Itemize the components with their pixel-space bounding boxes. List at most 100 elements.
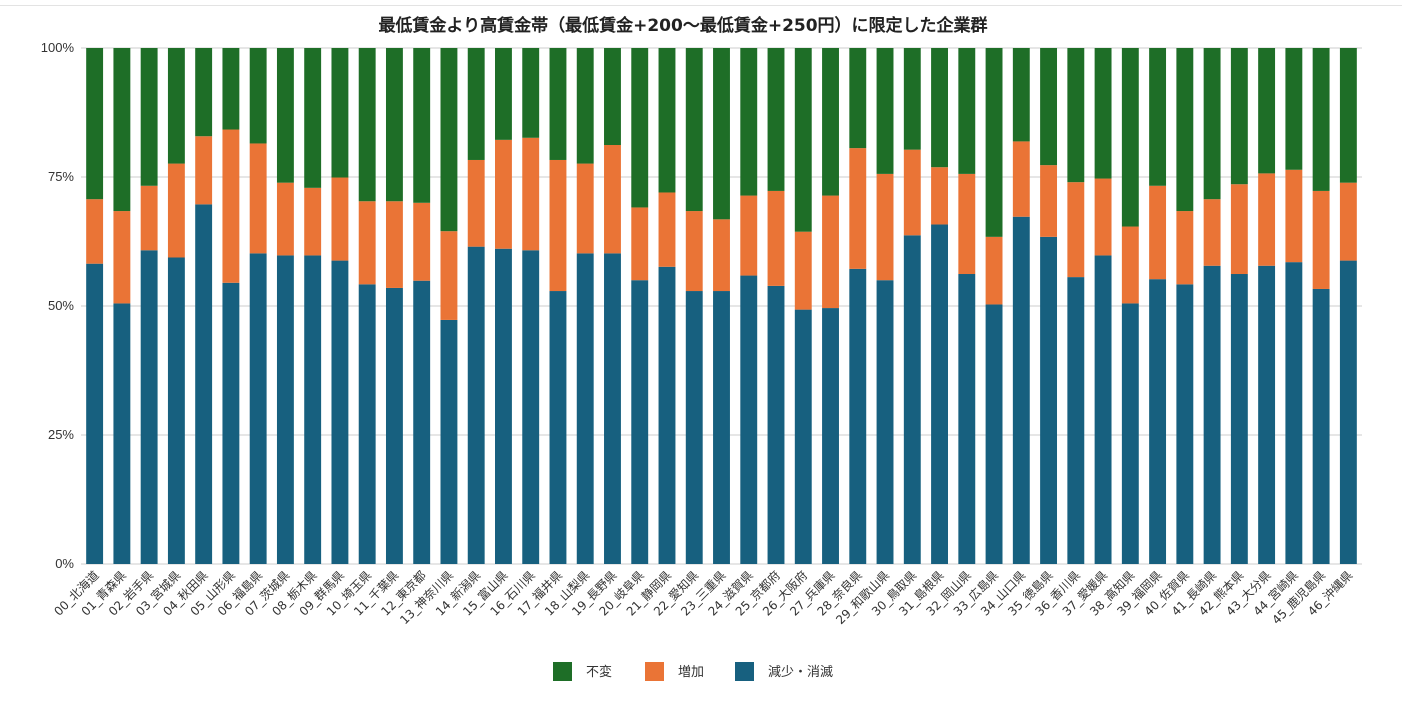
bar-segment bbox=[195, 48, 213, 137]
bar-segment bbox=[903, 235, 921, 565]
bar-segment bbox=[1230, 184, 1248, 275]
bar-segment bbox=[631, 48, 649, 208]
bar-segment bbox=[385, 201, 403, 288]
bar-segment bbox=[849, 268, 867, 564]
bar-segment bbox=[222, 48, 240, 130]
legend-swatch bbox=[735, 662, 754, 681]
bar-segment bbox=[549, 291, 567, 564]
legend-label: 減少・消滅 bbox=[768, 664, 833, 680]
bar-segment bbox=[495, 248, 512, 564]
bar-segment bbox=[1094, 255, 1112, 564]
bar-segment bbox=[331, 177, 349, 261]
bar-segment bbox=[304, 187, 322, 256]
bar-segment bbox=[685, 211, 703, 292]
bar-segment bbox=[467, 246, 485, 564]
bar-segment bbox=[385, 48, 403, 202]
bar-segment bbox=[794, 309, 812, 564]
bar-segment bbox=[140, 250, 158, 564]
bar-segment bbox=[1203, 199, 1221, 266]
bar-segment bbox=[413, 280, 431, 564]
bar-segment bbox=[1067, 48, 1085, 183]
bar-segment bbox=[822, 195, 839, 309]
bar-segment bbox=[331, 260, 349, 564]
legend: 不変 増加 減少・消滅 bbox=[553, 662, 833, 681]
bar-segment bbox=[1203, 48, 1221, 200]
bar-segment bbox=[113, 211, 131, 304]
bar-segment bbox=[931, 48, 948, 168]
bar-segment bbox=[767, 48, 785, 191]
bar-segment bbox=[1067, 277, 1085, 564]
bar-segment bbox=[167, 48, 185, 164]
bar-segment bbox=[713, 291, 730, 564]
bar-segment bbox=[413, 202, 431, 281]
bar-segment bbox=[985, 304, 1003, 564]
bar-segment bbox=[1040, 236, 1058, 564]
bar-segment bbox=[304, 255, 322, 564]
bar-segment bbox=[195, 204, 213, 564]
bar-segment bbox=[413, 48, 431, 203]
bar-segment bbox=[304, 48, 322, 188]
bar-segment bbox=[549, 48, 567, 160]
bar-segment bbox=[1312, 48, 1330, 191]
bar-segment bbox=[385, 287, 403, 564]
bar-segment bbox=[249, 253, 267, 565]
y-axis-ticks: 0% 25% 50% 75% 100% bbox=[41, 40, 75, 571]
bar-segment bbox=[1339, 182, 1357, 261]
bar-segment bbox=[331, 48, 349, 178]
bar-segment bbox=[822, 48, 839, 196]
bar-segment bbox=[658, 192, 676, 267]
bar-segment bbox=[549, 159, 567, 292]
bar-segment bbox=[1067, 182, 1085, 278]
bar-segment bbox=[1285, 48, 1303, 170]
bar-segment bbox=[1121, 48, 1139, 227]
bar-segment bbox=[1176, 284, 1194, 564]
bar-segment bbox=[276, 48, 294, 183]
bar-segment bbox=[222, 282, 240, 564]
bar-segment bbox=[1285, 169, 1303, 263]
bar-segment bbox=[822, 308, 839, 564]
bar-segment bbox=[113, 48, 131, 212]
bar-segment bbox=[985, 236, 1003, 305]
bar-segment bbox=[440, 231, 458, 320]
bar-segment bbox=[167, 163, 185, 258]
bar-segment bbox=[685, 48, 703, 212]
bar-segment bbox=[604, 48, 621, 146]
bar-segment bbox=[1339, 48, 1357, 183]
bar-segment bbox=[1339, 260, 1357, 564]
y-tick-label: 100% bbox=[41, 40, 75, 55]
bar-segment bbox=[140, 48, 158, 186]
bar-segment bbox=[604, 253, 621, 565]
bar-segment bbox=[1121, 226, 1139, 304]
bar-segment bbox=[1094, 178, 1112, 256]
bar-segment bbox=[440, 319, 458, 564]
bar-segment bbox=[1312, 190, 1330, 289]
bars bbox=[86, 48, 1357, 565]
bar-segment bbox=[1230, 48, 1248, 185]
bar-segment bbox=[1258, 265, 1276, 564]
bar-segment bbox=[358, 48, 376, 202]
bar-segment bbox=[522, 137, 540, 251]
bar-segment bbox=[276, 182, 294, 256]
bar-segment bbox=[1176, 48, 1194, 212]
bar-segment bbox=[140, 185, 158, 251]
bar-segment bbox=[931, 167, 948, 225]
bar-segment bbox=[794, 231, 812, 310]
bar-segment bbox=[86, 263, 104, 564]
bar-segment bbox=[467, 48, 485, 160]
bar-segment bbox=[467, 159, 485, 247]
bar-segment bbox=[740, 195, 758, 276]
y-tick-label: 0% bbox=[55, 556, 74, 571]
bar-segment bbox=[1176, 211, 1194, 285]
bar-segment bbox=[958, 274, 976, 564]
bar-segment bbox=[631, 280, 649, 564]
bar-segment bbox=[876, 48, 894, 174]
bar-segment bbox=[495, 139, 512, 249]
bar-segment bbox=[794, 48, 812, 232]
bar-segment bbox=[358, 201, 376, 285]
bar-segment bbox=[1012, 48, 1030, 142]
bar-segment bbox=[222, 129, 240, 283]
bar-segment bbox=[1149, 48, 1167, 186]
bar-segment bbox=[1285, 262, 1303, 564]
bar-segment bbox=[86, 199, 104, 264]
